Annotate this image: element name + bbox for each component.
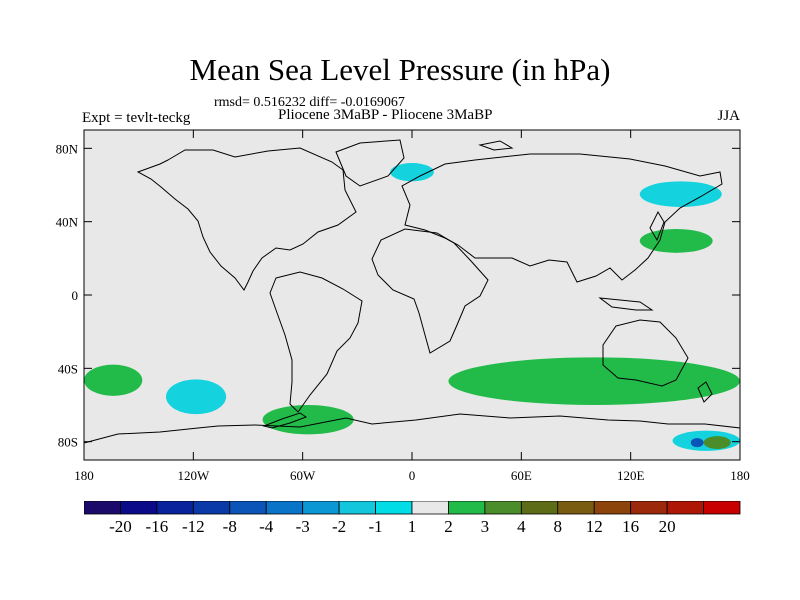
anomaly-region-3 — [84, 364, 143, 396]
x-tick-label: 180 — [730, 468, 750, 483]
colorbar-swatch — [302, 501, 340, 515]
colorbar-label: -16 — [145, 517, 169, 536]
colorbar-swatch — [520, 501, 559, 515]
y-tick-label: 80N — [56, 141, 79, 156]
anomaly-region-1 — [639, 181, 722, 208]
x-tick-label: 60W — [290, 468, 316, 483]
anomaly-region-0 — [390, 163, 434, 182]
experiment-label: Expt = tevlt-teckg — [82, 110, 191, 126]
colorbar-swatch — [338, 501, 376, 515]
anomaly-region-9 — [690, 438, 704, 448]
anomaly-region-4 — [166, 379, 227, 415]
colorbar-label: 12 — [585, 517, 603, 536]
comparison-label: Pliocene 3MaBP - Pliocene 3MaBP — [278, 107, 493, 123]
y-tick-label: 40N — [56, 215, 79, 230]
y-axis: 80N 40N 0 40S 80S — [56, 141, 740, 450]
colorbar — [84, 501, 741, 515]
colorbar-label: -8 — [222, 517, 237, 536]
anomaly-region-5 — [262, 405, 354, 435]
colorbar-swatch — [411, 501, 449, 515]
colorbar-swatch — [229, 501, 267, 515]
x-tick-label: 60E — [511, 468, 532, 483]
colorbar-swatch — [192, 501, 231, 515]
x-axis: 180 120W 60W 0 60E 120E 180 — [74, 130, 750, 483]
colorbar-swatch — [484, 501, 522, 515]
colorbar-label: 20 — [658, 517, 676, 536]
colorbar-label: 4 — [517, 517, 526, 536]
colorbar-swatch — [557, 501, 595, 515]
colorbar-swatch — [448, 501, 486, 515]
colorbar-label: 1 — [407, 517, 417, 536]
x-tick-label: 0 — [409, 468, 416, 483]
colorbar-swatch — [666, 501, 704, 515]
anomaly-region-2 — [639, 229, 713, 253]
colorbar-labels: -20 -16 -12 -8 -4 -3 -2 -1 1 2 3 4 8 12 16 20 — [0, 517, 800, 541]
coastlines — [83, 139, 741, 461]
stats-text: rmsd= 0.516232 diff= -0.0169067 — [214, 95, 405, 110]
colorbar-label: -20 — [109, 517, 132, 536]
colorbar-swatch — [265, 501, 304, 515]
y-tick-label: 80S — [58, 435, 78, 450]
colorbar-swatch — [593, 501, 632, 515]
colorbar-label: -1 — [368, 517, 383, 536]
colorbar-label: 3 — [480, 517, 490, 536]
colorbar-label: 2 — [444, 517, 453, 536]
y-tick-label: 40S — [58, 361, 78, 376]
colorbar-swatch — [84, 501, 121, 515]
colorbar-label: 16 — [622, 517, 640, 536]
x-tick-label: 120E — [617, 468, 645, 483]
colorbar-label: -12 — [181, 517, 205, 536]
chart-title: Mean Sea Level Pressure (in hPa) — [189, 52, 611, 87]
colorbar-swatch — [703, 501, 741, 515]
season-label: JJA — [717, 108, 740, 124]
anomaly-regions — [84, 163, 740, 451]
colorbar-label: -3 — [295, 517, 310, 536]
anomaly-region-6 — [448, 357, 740, 405]
colorbar-label: -4 — [259, 517, 274, 536]
colorbar-label: 8 — [553, 517, 563, 536]
y-tick-label: 0 — [72, 288, 79, 303]
x-tick-label: 180 — [74, 468, 94, 483]
colorbar-label: -2 — [332, 517, 347, 536]
colorbar-swatch — [120, 501, 158, 515]
x-tick-label: 120W — [177, 468, 210, 483]
colorbar-swatch — [630, 501, 668, 515]
colorbar-swatch — [156, 501, 194, 515]
colorbar-swatch — [375, 501, 413, 515]
anomaly-region-8 — [703, 436, 731, 450]
